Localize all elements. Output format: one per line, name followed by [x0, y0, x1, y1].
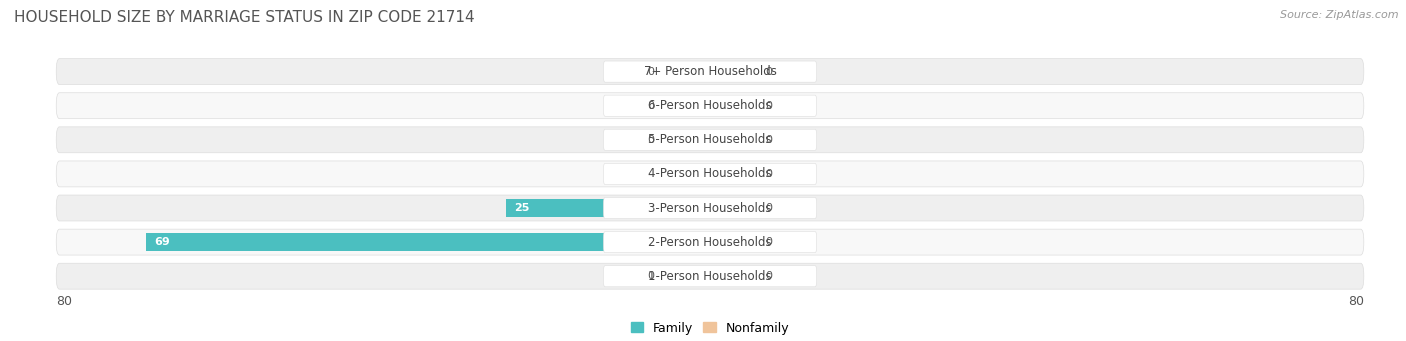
Bar: [710, 63, 759, 80]
Text: 0: 0: [647, 101, 654, 111]
Bar: [146, 233, 710, 251]
Bar: [710, 97, 759, 115]
Bar: [661, 131, 710, 149]
Text: 0: 0: [766, 203, 773, 213]
FancyBboxPatch shape: [603, 266, 817, 287]
Text: 0: 0: [647, 66, 654, 77]
Text: 1-Person Households: 1-Person Households: [648, 270, 772, 283]
Bar: [710, 165, 759, 183]
FancyBboxPatch shape: [56, 161, 1364, 187]
Text: 25: 25: [515, 203, 529, 213]
Text: 69: 69: [155, 237, 170, 247]
FancyBboxPatch shape: [56, 229, 1364, 255]
FancyBboxPatch shape: [603, 163, 817, 184]
Text: 11: 11: [628, 169, 644, 179]
FancyBboxPatch shape: [56, 127, 1364, 153]
Bar: [506, 199, 710, 217]
Text: 0: 0: [647, 135, 654, 145]
Text: 7+ Person Households: 7+ Person Households: [644, 65, 776, 78]
Text: 80: 80: [1348, 295, 1364, 308]
Text: 5-Person Households: 5-Person Households: [648, 133, 772, 146]
Bar: [710, 131, 759, 149]
Bar: [661, 63, 710, 80]
Text: 6-Person Households: 6-Person Households: [648, 99, 772, 112]
FancyBboxPatch shape: [603, 95, 817, 116]
FancyBboxPatch shape: [56, 195, 1364, 221]
FancyBboxPatch shape: [603, 129, 817, 150]
Bar: [661, 97, 710, 115]
Text: 0: 0: [766, 101, 773, 111]
FancyBboxPatch shape: [56, 59, 1364, 85]
Text: 0: 0: [766, 135, 773, 145]
Text: 2-Person Households: 2-Person Households: [648, 236, 772, 249]
Legend: Family, Nonfamily: Family, Nonfamily: [626, 316, 794, 340]
Text: HOUSEHOLD SIZE BY MARRIAGE STATUS IN ZIP CODE 21714: HOUSEHOLD SIZE BY MARRIAGE STATUS IN ZIP…: [14, 10, 475, 25]
Text: 3-Person Households: 3-Person Households: [648, 202, 772, 214]
FancyBboxPatch shape: [56, 263, 1364, 289]
Bar: [661, 267, 710, 285]
Text: 0: 0: [766, 271, 773, 281]
Text: 0: 0: [647, 271, 654, 281]
Bar: [710, 267, 759, 285]
Text: 0: 0: [766, 237, 773, 247]
Bar: [620, 165, 710, 183]
FancyBboxPatch shape: [603, 197, 817, 219]
FancyBboxPatch shape: [603, 232, 817, 253]
Text: Source: ZipAtlas.com: Source: ZipAtlas.com: [1281, 10, 1399, 20]
FancyBboxPatch shape: [603, 61, 817, 82]
Text: 0: 0: [766, 66, 773, 77]
Text: 0: 0: [766, 169, 773, 179]
FancyBboxPatch shape: [56, 93, 1364, 119]
Text: 80: 80: [56, 295, 72, 308]
Text: 4-Person Households: 4-Person Households: [648, 167, 772, 180]
Bar: [710, 233, 759, 251]
Bar: [710, 199, 759, 217]
